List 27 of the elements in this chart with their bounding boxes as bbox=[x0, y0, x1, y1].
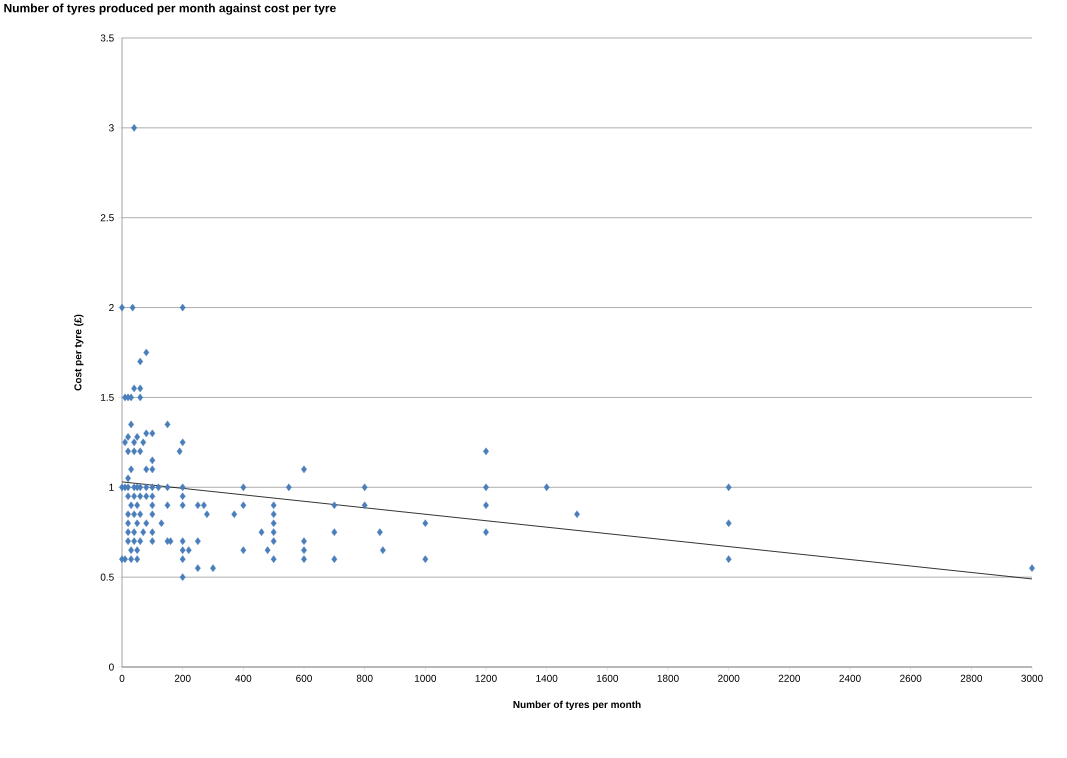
x-tick-label: 1200 bbox=[475, 674, 497, 682]
y-axis-title: Cost per tyre (£) bbox=[74, 314, 84, 391]
y-tick-label: 2.5 bbox=[100, 214, 114, 222]
x-tick-label: 1000 bbox=[414, 674, 437, 682]
x-tick-label: 600 bbox=[296, 674, 312, 682]
x-tick-label: 2400 bbox=[839, 674, 861, 682]
x-tick-label: 400 bbox=[235, 674, 252, 682]
x-tick-label: 200 bbox=[174, 674, 191, 682]
x-tick-label: 2600 bbox=[900, 674, 922, 682]
x-tick-label: 1600 bbox=[596, 674, 619, 682]
y-tick-label: 1 bbox=[109, 483, 114, 491]
x-tick-label: 800 bbox=[356, 674, 373, 682]
x-tick-label: 2800 bbox=[960, 674, 983, 682]
x-tick-label: 1800 bbox=[657, 674, 679, 682]
y-tick-label: 0.5 bbox=[100, 573, 114, 581]
y-tick-label: 3.5 bbox=[100, 34, 114, 42]
x-tick-label: 0 bbox=[119, 674, 125, 682]
y-tick-label: 3 bbox=[109, 124, 114, 132]
y-tick-label: 2 bbox=[109, 304, 114, 312]
y-tick-label: 0 bbox=[109, 663, 114, 671]
x-tick-label: 2000 bbox=[718, 674, 740, 682]
x-tick-label: 1400 bbox=[536, 674, 558, 682]
chart-title: Number of tyres produced per month against cost per tyre bbox=[4, 3, 336, 15]
x-tick-label: 2200 bbox=[778, 674, 801, 682]
x-tick-label: 3000 bbox=[1021, 674, 1043, 682]
x-axis-title: Number of tyres per month bbox=[513, 700, 641, 711]
y-tick-label: 1.5 bbox=[101, 393, 114, 401]
